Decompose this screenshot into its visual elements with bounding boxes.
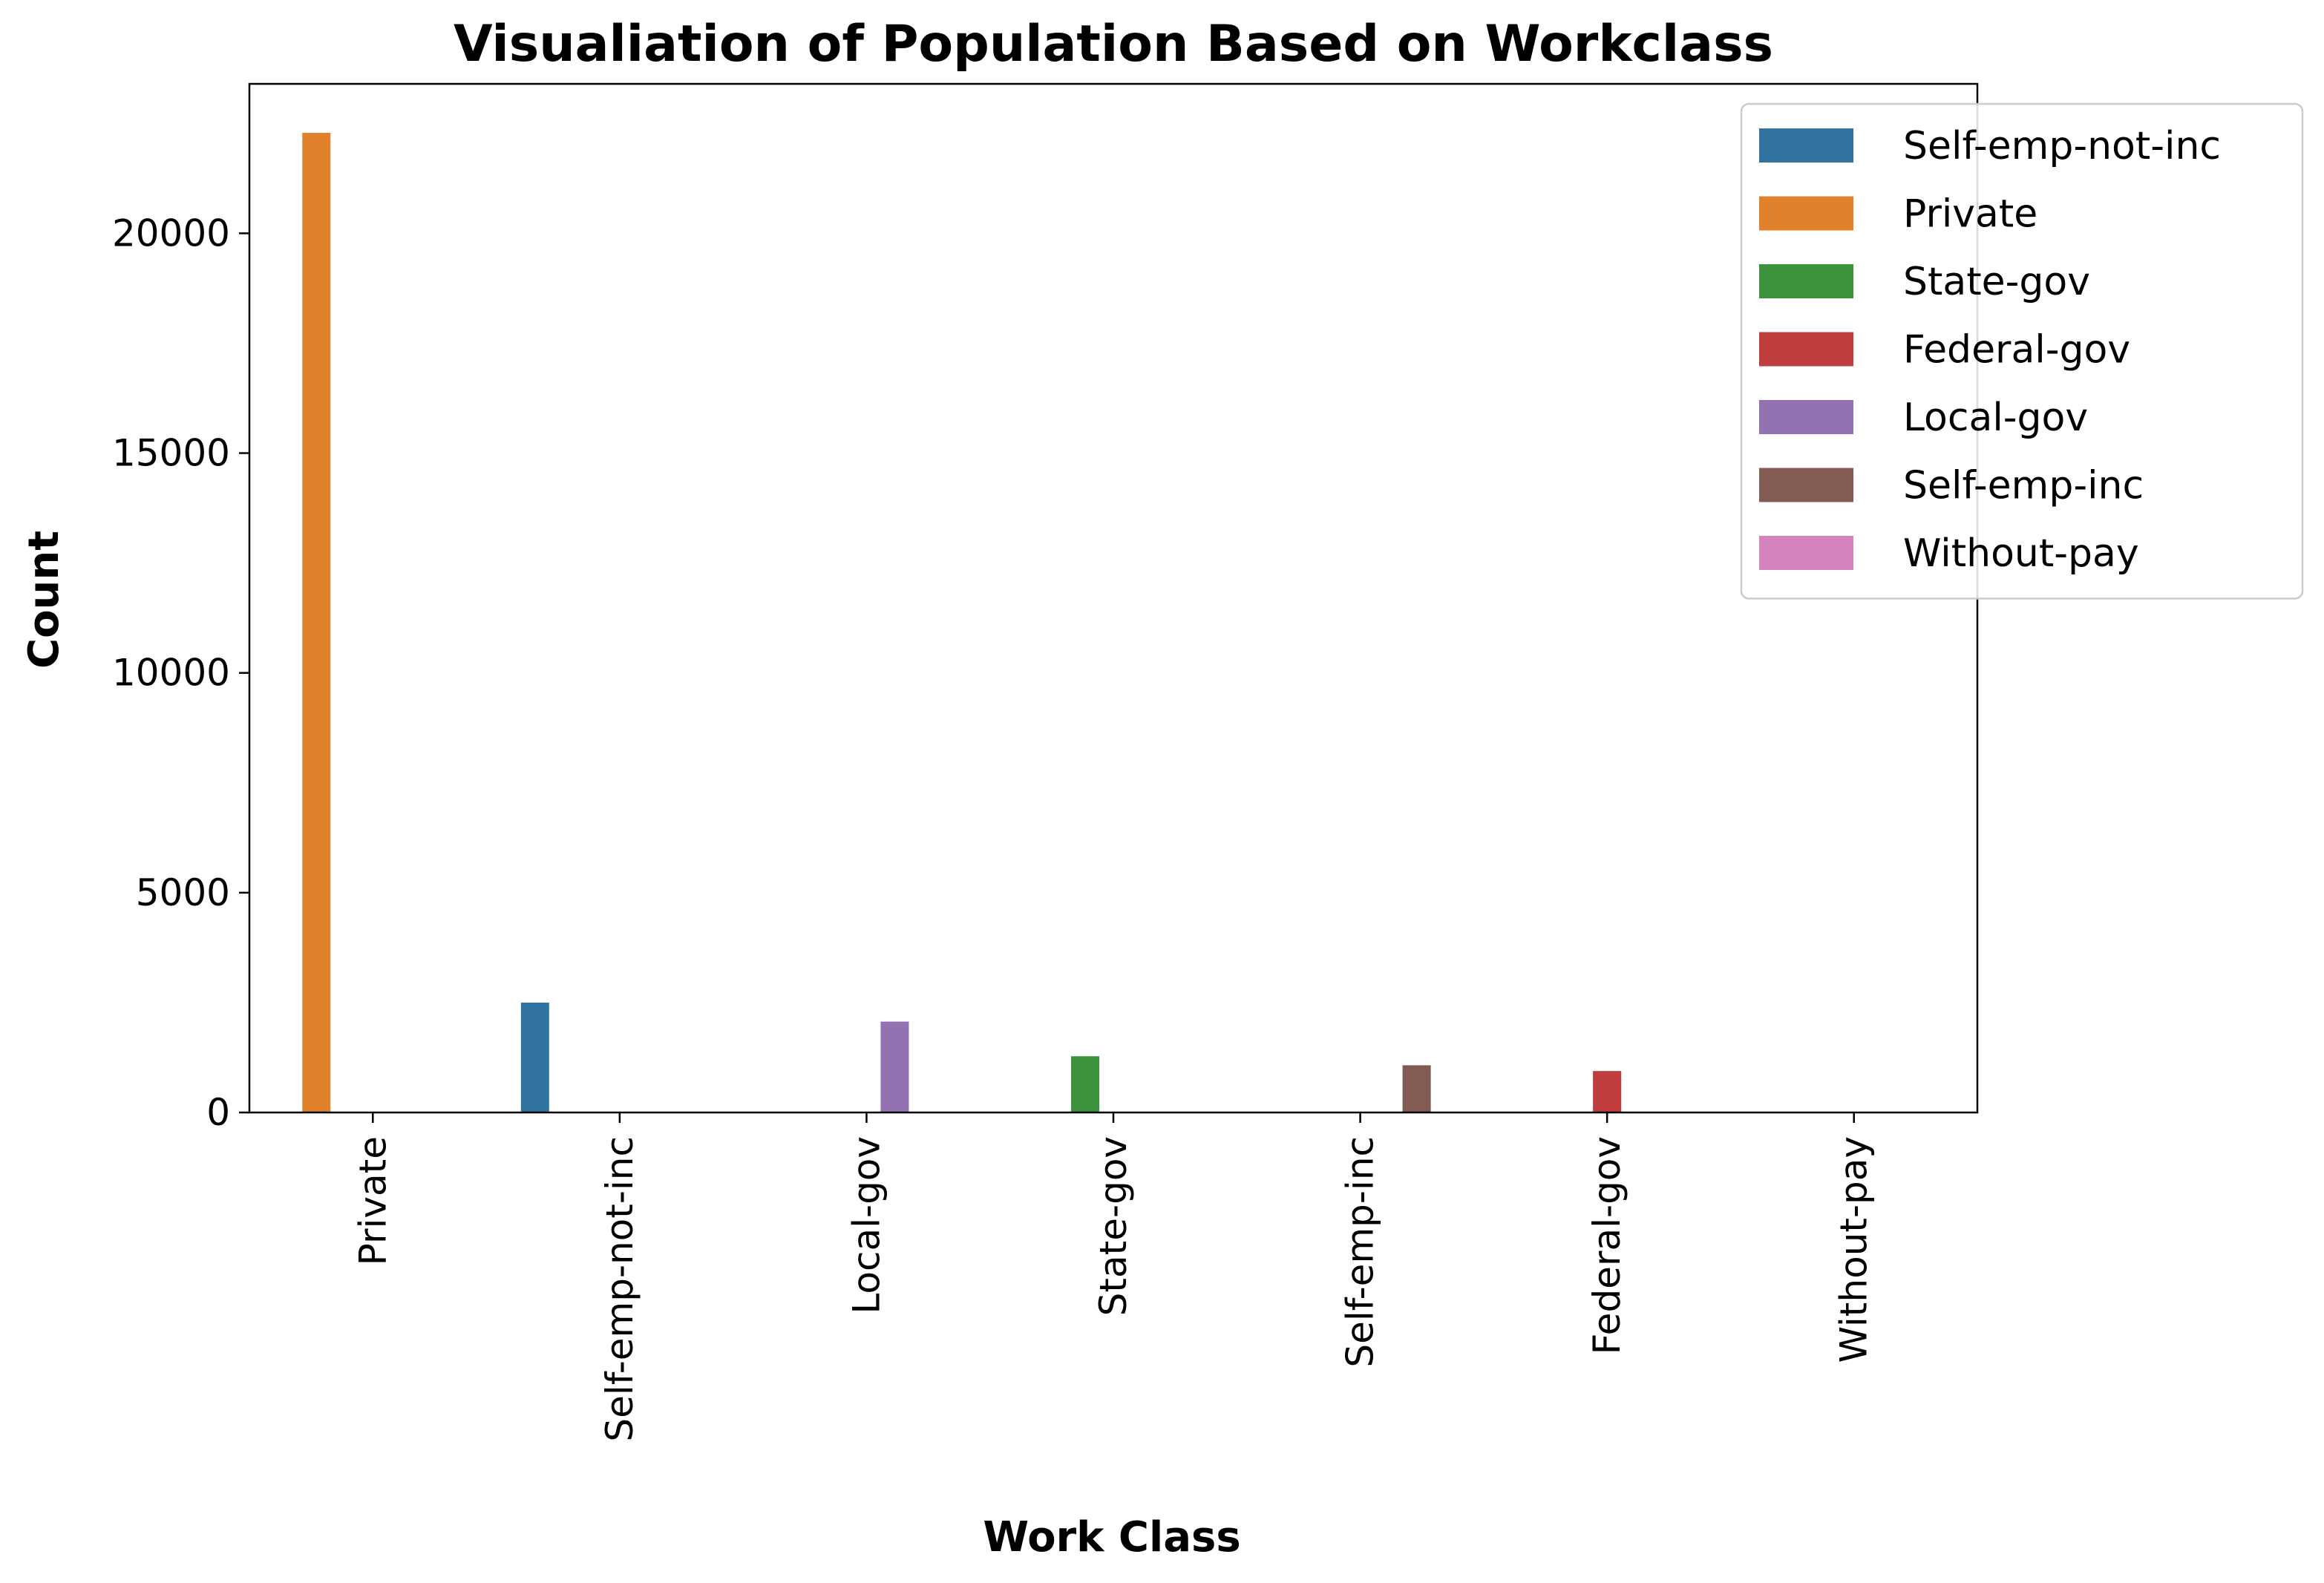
bar-private-private xyxy=(302,132,331,1113)
bar-self-emp-not-inc-self-emp-not-inc xyxy=(520,1002,549,1112)
bar-federal-gov-federal-gov xyxy=(1593,1071,1622,1112)
legend-label-self-emp-inc: Self-emp-inc xyxy=(1903,464,2144,508)
legend: Self-emp-not-inc Private State-gov Federal-… xyxy=(1740,102,2304,600)
legend-swatch-self-emp-not-inc xyxy=(1759,128,1853,163)
x-tick-label-self-emp-not-inc: Self-emp-not-inc xyxy=(598,1136,641,1442)
x-tick-label-self-emp-inc: Self-emp-inc xyxy=(1339,1136,1382,1368)
legend-swatch-local-gov xyxy=(1759,400,1853,434)
x-axis-label: Work Class xyxy=(983,1513,1240,1561)
legend-label-local-gov: Local-gov xyxy=(1903,396,2088,440)
y-tick-label: 0 xyxy=(206,1091,230,1134)
legend-box xyxy=(1740,102,2304,600)
x-tick-label-private: Private xyxy=(351,1136,394,1265)
x-tick-label-state-gov: State-gov xyxy=(1092,1136,1135,1316)
chart-title: Visualiation of Population Based on Work… xyxy=(454,15,1773,73)
y-tick-label: 20000 xyxy=(112,212,230,255)
bar-self-emp-inc-self-emp-inc xyxy=(1402,1065,1431,1112)
y-axis: 0 5000 10000 15000 20000 xyxy=(112,212,249,1134)
bar-state-gov-state-gov xyxy=(1070,1056,1099,1112)
legend-swatch-self-emp-inc xyxy=(1759,468,1853,502)
x-axis: Private Self-emp-not-inc Local-gov State-go… xyxy=(351,1112,1876,1442)
legend-swatch-without-pay xyxy=(1759,536,1853,570)
legend-label-state-gov: State-gov xyxy=(1903,260,2090,304)
y-tick-label: 10000 xyxy=(112,652,230,695)
legend-label-without-pay: Without-pay xyxy=(1903,531,2139,576)
legend-swatch-state-gov xyxy=(1759,264,1853,298)
legend-label-private: Private xyxy=(1903,192,2037,237)
x-tick-label-local-gov: Local-gov xyxy=(845,1136,888,1314)
legend-label-federal-gov: Federal-gov xyxy=(1903,328,2130,373)
bar-local-gov-local-gov xyxy=(880,1021,909,1112)
y-tick-label: 5000 xyxy=(136,871,230,914)
legend-label-self-emp-not-inc: Self-emp-not-inc xyxy=(1903,124,2221,168)
x-tick-label-federal-gov: Federal-gov xyxy=(1585,1136,1629,1354)
legend-swatch-private xyxy=(1759,196,1853,231)
y-tick-label: 15000 xyxy=(112,432,230,475)
x-tick-label-without-pay: Without-pay xyxy=(1833,1136,1876,1363)
legend-swatch-federal-gov xyxy=(1759,332,1853,367)
y-axis-label: Count xyxy=(20,531,68,669)
